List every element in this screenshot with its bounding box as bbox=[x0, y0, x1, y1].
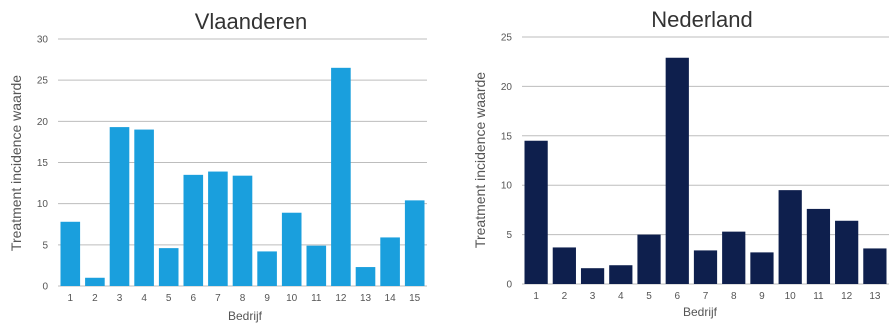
x-axis-label: Bedrijf bbox=[683, 305, 718, 319]
x-tick-label: 2 bbox=[562, 291, 568, 302]
y-tick-label: 10 bbox=[37, 199, 49, 210]
bar bbox=[552, 247, 576, 284]
bar bbox=[257, 251, 277, 286]
x-tick-label: 5 bbox=[646, 291, 652, 302]
x-tick-label: 10 bbox=[286, 293, 298, 304]
bars bbox=[60, 67, 425, 286]
y-tick-label: 0 bbox=[506, 280, 512, 291]
bar bbox=[158, 248, 179, 286]
bar bbox=[109, 127, 130, 286]
y-axis-label: Treatment incidence waarde bbox=[8, 75, 24, 251]
bar bbox=[693, 250, 718, 284]
bar bbox=[778, 190, 802, 284]
x-tick-label: 4 bbox=[141, 293, 147, 304]
bars bbox=[524, 57, 887, 284]
chart-title: Nederland bbox=[651, 7, 753, 32]
y-axis-label: Treatment incidence waarde bbox=[472, 72, 488, 248]
y-tick-label: 15 bbox=[501, 131, 513, 142]
bar bbox=[60, 221, 81, 286]
bar bbox=[232, 175, 253, 286]
y-tick-label: 20 bbox=[501, 82, 513, 93]
x-tick-label: 6 bbox=[674, 291, 680, 302]
y-tick-label: 25 bbox=[501, 33, 513, 44]
bar bbox=[380, 237, 400, 286]
y-tick-label: 25 bbox=[37, 76, 49, 87]
x-axis-label: Bedrijf bbox=[228, 309, 263, 323]
bar bbox=[85, 277, 105, 286]
x-tick-label: 8 bbox=[731, 291, 737, 302]
bar bbox=[355, 267, 376, 286]
bar bbox=[863, 248, 887, 284]
y-tick-labels: 0 5 10 15 20 25 bbox=[501, 33, 513, 291]
y-tick-labels: 0 5 10 15 20 25 30 bbox=[37, 35, 49, 293]
x-tick-label: 8 bbox=[240, 293, 246, 304]
bar bbox=[281, 212, 302, 286]
x-tick-labels: 1 2 3 4 5 6 7 8 9 10 11 12 13 14 15 bbox=[68, 293, 421, 304]
x-tick-label: 10 bbox=[785, 291, 797, 302]
bar bbox=[580, 268, 605, 284]
x-tick-label: 2 bbox=[92, 293, 98, 304]
bar bbox=[806, 208, 831, 284]
x-tick-label: 11 bbox=[813, 291, 824, 302]
bar bbox=[404, 200, 425, 286]
x-tick-label: 11 bbox=[311, 293, 322, 304]
y-tick-label: 15 bbox=[37, 158, 49, 169]
bar bbox=[134, 129, 154, 286]
y-tick-label: 20 bbox=[37, 117, 49, 128]
bar bbox=[609, 265, 633, 284]
bar bbox=[722, 231, 746, 284]
x-tick-label: 13 bbox=[360, 293, 372, 304]
y-tick-label: 5 bbox=[506, 230, 512, 241]
x-tick-label: 15 bbox=[409, 293, 421, 304]
x-tick-label: 1 bbox=[533, 291, 539, 302]
chart-title: Vlaanderen bbox=[195, 9, 308, 34]
x-tick-label: 9 bbox=[264, 293, 270, 304]
x-tick-label: 1 bbox=[68, 293, 74, 304]
x-tick-label: 5 bbox=[166, 293, 172, 304]
bar bbox=[331, 67, 351, 286]
x-tick-label: 12 bbox=[841, 291, 853, 302]
gridlines bbox=[522, 36, 889, 285]
x-tick-label: 14 bbox=[385, 293, 397, 304]
bar bbox=[306, 245, 327, 286]
y-tick-label: 0 bbox=[42, 282, 48, 293]
x-tick-label: 3 bbox=[590, 291, 596, 302]
bar bbox=[835, 220, 859, 284]
y-tick-label: 30 bbox=[37, 35, 49, 46]
x-tick-label: 4 bbox=[618, 291, 624, 302]
bar bbox=[524, 140, 548, 284]
bar bbox=[637, 234, 661, 284]
x-tick-label: 6 bbox=[191, 293, 197, 304]
bar bbox=[665, 57, 689, 284]
bar bbox=[208, 171, 228, 286]
x-tick-label: 7 bbox=[703, 291, 709, 302]
x-tick-label: 12 bbox=[335, 293, 347, 304]
x-tick-label: 13 bbox=[869, 291, 881, 302]
x-tick-label: 3 bbox=[117, 293, 123, 304]
x-tick-label: 7 bbox=[215, 293, 221, 304]
y-tick-label: 5 bbox=[42, 240, 48, 251]
bar bbox=[183, 174, 204, 286]
bar bbox=[750, 252, 774, 284]
x-tick-labels: 1 2 3 4 5 6 7 8 9 10 11 12 13 bbox=[533, 291, 881, 302]
y-tick-label: 10 bbox=[501, 181, 513, 192]
x-tick-label: 9 bbox=[759, 291, 765, 302]
